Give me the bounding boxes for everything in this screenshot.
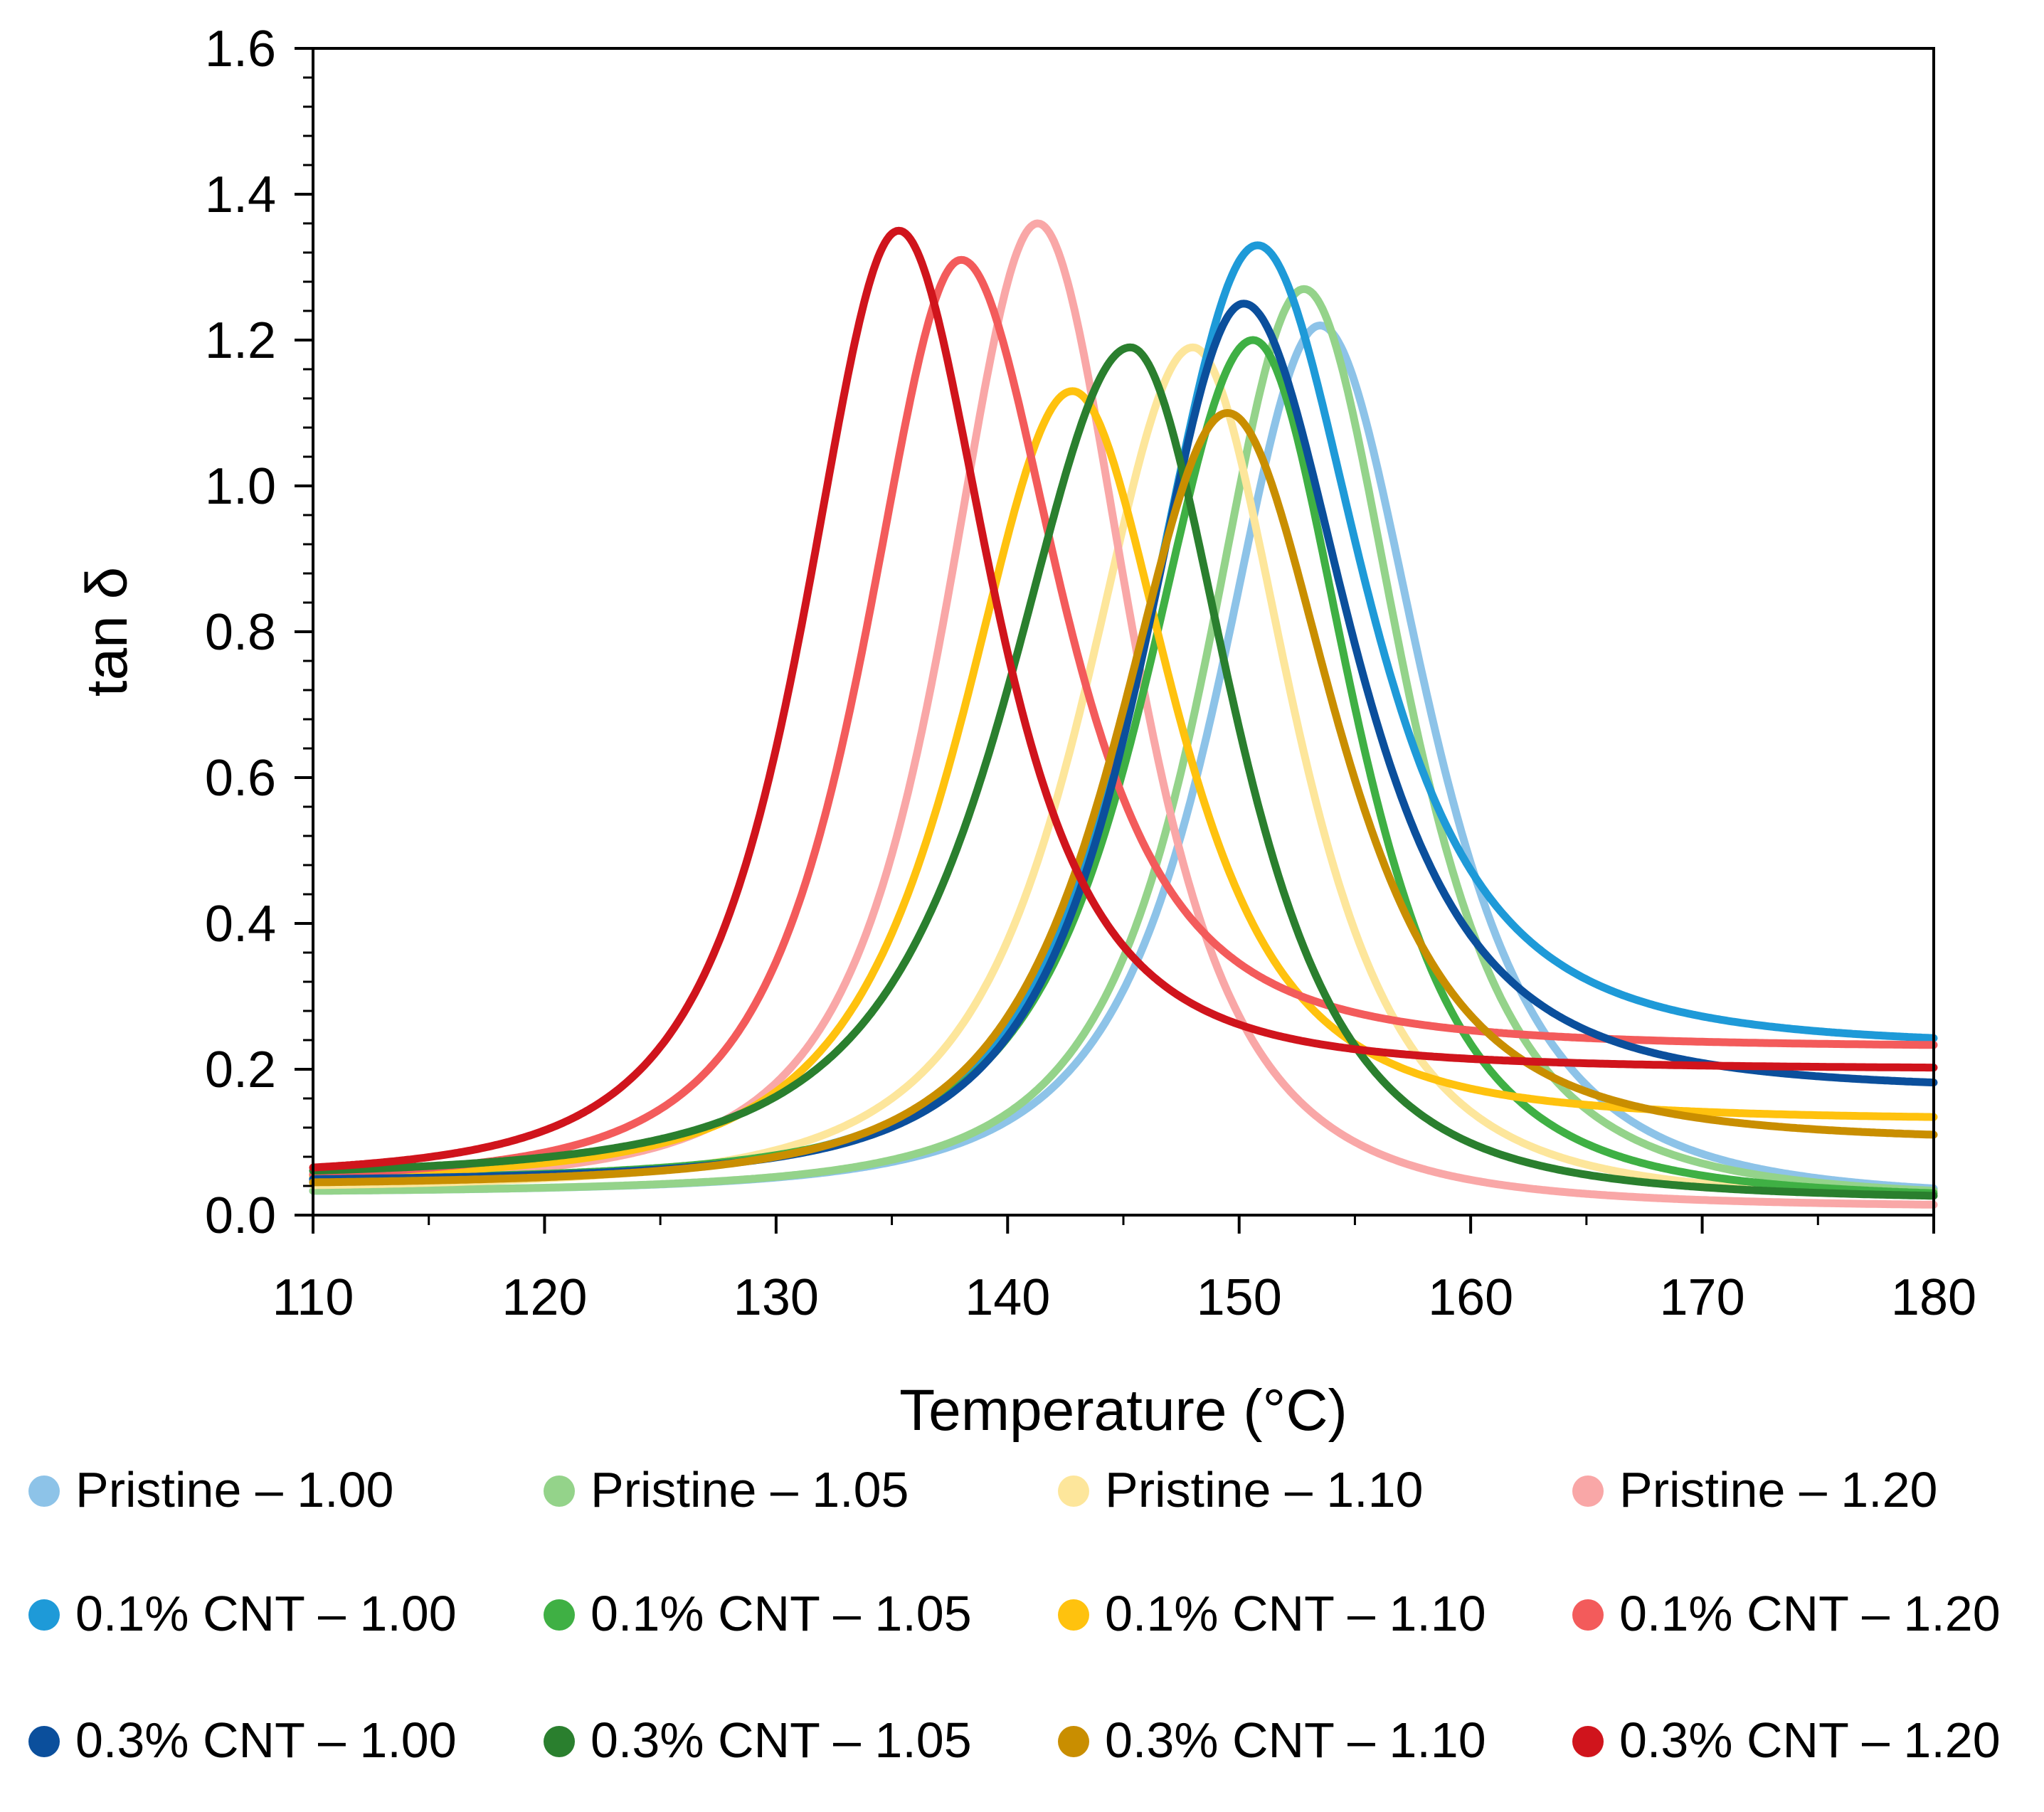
y-tick-label: 1.4	[205, 166, 276, 223]
legend: Pristine – 1.00 Pristine – 1.05 Pristine –…	[28, 1462, 2001, 1768]
legend-marker	[1572, 1599, 1604, 1631]
y-tick-label: 0.0	[205, 1187, 276, 1244]
legend-label: Pristine – 1.00	[75, 1462, 393, 1517]
legend-label: 0.1% CNT – 1.10	[1105, 1586, 1486, 1641]
legend-label: Pristine – 1.05	[591, 1462, 909, 1517]
legend-marker	[28, 1475, 60, 1507]
y-tick-label: 0.4	[205, 896, 276, 953]
x-tick-label: 110	[272, 1269, 354, 1326]
legend-marker	[544, 1599, 575, 1631]
series-11	[309, 409, 1938, 1187]
x-tick-label: 160	[1428, 1269, 1513, 1326]
series-2	[309, 285, 1938, 1195]
series-8	[309, 255, 1938, 1179]
legend-label: Pristine – 1.20	[1619, 1462, 1937, 1517]
legend-label: Pristine – 1.10	[1105, 1462, 1423, 1517]
legend-marker	[1572, 1726, 1604, 1757]
legend-marker	[28, 1599, 60, 1631]
series-10	[309, 343, 1938, 1200]
legend-label: 0.1% CNT – 1.05	[591, 1586, 972, 1641]
axis-layer: 0.0 0.2 0.4 0.6 0.8 1.0 1.2 1.4 1.6 110 120 130 140 1…	[205, 21, 1976, 1326]
legend-label: 0.3% CNT – 1.20	[1619, 1712, 2001, 1768]
series-layer	[309, 219, 1938, 1209]
legend-marker	[28, 1726, 60, 1757]
y-tick-label: 0.2	[205, 1042, 276, 1098]
legend-label: 0.1% CNT – 1.00	[75, 1586, 457, 1641]
y-tick-label: 1.0	[205, 458, 276, 515]
legend-label: 0.3% CNT – 1.05	[591, 1712, 972, 1768]
y-tick-label: 0.6	[205, 750, 276, 807]
x-tick-label: 130	[734, 1269, 819, 1326]
legend-marker	[1058, 1599, 1089, 1631]
legend-label: 0.3% CNT – 1.10	[1105, 1712, 1486, 1768]
y-axis-title: tan δ	[75, 567, 139, 696]
x-tick-label: 170	[1660, 1269, 1745, 1326]
y-tick-label: 1.2	[205, 312, 276, 369]
legend-label: 0.3% CNT – 1.00	[75, 1712, 457, 1768]
x-axis-title: Temperature (°C)	[899, 1378, 1347, 1443]
x-tick-label: 150	[1197, 1269, 1282, 1326]
y-tick-label: 0.8	[205, 604, 276, 661]
x-tick-label: 120	[502, 1269, 587, 1326]
legend-marker	[1058, 1475, 1089, 1507]
legend-label: 0.1% CNT – 1.20	[1619, 1586, 2001, 1641]
legend-marker	[544, 1726, 575, 1757]
x-tick-label: 180	[1891, 1269, 1976, 1326]
legend-marker	[544, 1475, 575, 1507]
legend-marker	[1572, 1475, 1604, 1507]
x-tick-label: 140	[965, 1269, 1050, 1326]
legend-marker	[1058, 1726, 1089, 1757]
series-12	[309, 226, 1938, 1172]
y-tick-label: 1.6	[205, 21, 276, 78]
